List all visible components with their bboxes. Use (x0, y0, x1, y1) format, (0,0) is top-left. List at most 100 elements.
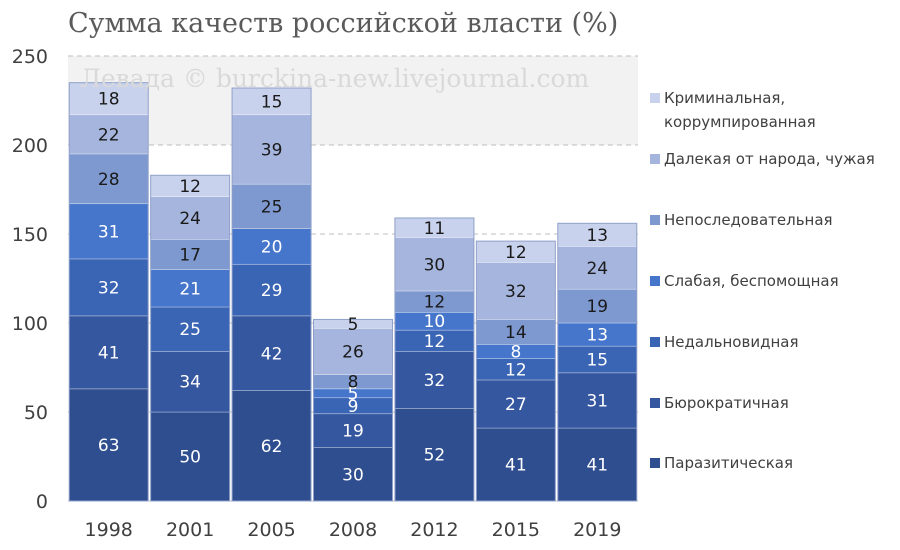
bar-2001 (150, 174, 231, 502)
x-axis-ticks: 1998 2001 2005 2008 2012 2015 2019 (85, 519, 622, 541)
bar-segment (150, 196, 230, 240)
x-tick-label: 1998 (85, 519, 133, 541)
data-label: 25 (261, 197, 283, 217)
plot-area (68, 56, 638, 145)
data-label: 24 (179, 209, 201, 229)
bar-segment (150, 239, 230, 270)
bar-segment (557, 427, 638, 502)
bar-segment (313, 328, 393, 375)
x-tick-label: 2012 (410, 519, 458, 541)
legend-swatch (650, 276, 660, 286)
data-label: 32 (424, 371, 446, 391)
data-label: 50 (179, 448, 201, 468)
bar-outline (394, 217, 475, 502)
data-label: 32 (505, 282, 527, 302)
bars: 63 41 32 31 28 22 18 50 34 25 21 17 24 12 62 42 29 20 25 39… (68, 82, 638, 502)
legend-label: Непоследовательная (664, 211, 833, 229)
data-label: 30 (424, 255, 446, 275)
bar-outline (68, 82, 149, 502)
legend-item: Слабая, беспомощная (650, 272, 839, 290)
legend-item: Недальновидная (650, 333, 798, 351)
legend-label: Слабая, беспомощная (664, 272, 839, 290)
data-label: 19 (586, 297, 608, 317)
data-label: 20 (261, 237, 283, 257)
data-label: 5 (348, 315, 359, 335)
legend-swatch (650, 154, 660, 164)
bar-segment (557, 372, 638, 429)
y-axis-ticks: 0 50 100 150 200 250 (12, 46, 48, 513)
legend-item: Далекая от народа, чужая (650, 150, 875, 168)
watermark: Левада © burckina-new.livejournal.com (80, 64, 590, 93)
x-tick-label: 2001 (166, 519, 214, 541)
data-label: 25 (179, 320, 201, 340)
bar-segment (557, 345, 638, 374)
data-label: 8 (348, 373, 359, 393)
data-label: 19 (342, 422, 364, 442)
bar-outline (150, 174, 231, 502)
legend: Криминальная, коррумпированная Далекая от … (650, 89, 875, 472)
data-label: 39 (261, 140, 283, 160)
data-label: 28 (98, 170, 120, 190)
bar-segment (150, 306, 230, 352)
legend-swatch (650, 458, 660, 468)
data-label: 12 (424, 293, 446, 313)
y-tick-label: 150 (12, 224, 48, 246)
y-tick-label: 200 (12, 135, 48, 157)
data-label: 14 (505, 323, 527, 343)
data-label: 17 (179, 245, 201, 265)
bar-1998 (68, 82, 149, 502)
bar-segment (150, 269, 230, 308)
bar-segment (231, 263, 312, 317)
bar-2008 (313, 318, 393, 502)
legend-label: Паразитическая (664, 454, 793, 472)
data-label: 12 (505, 243, 527, 263)
bar-outline (313, 318, 393, 502)
bar-2019 (557, 222, 638, 502)
bar-segment (150, 411, 230, 502)
data-label: 13 (586, 326, 608, 346)
x-tick-label: 2019 (573, 519, 621, 541)
data-label: 10 (424, 312, 446, 332)
x-tick-label: 2008 (329, 519, 377, 541)
bar-segment (231, 87, 312, 116)
legend-swatch (650, 93, 660, 103)
data-label: 21 (179, 279, 201, 299)
bar-segment (313, 413, 393, 448)
bar-2015 (475, 240, 556, 502)
legend-item: Непоследовательная (650, 211, 833, 229)
x-tick-label: 2015 (492, 519, 540, 541)
data-label: 29 (261, 281, 283, 301)
legend-swatch (650, 215, 660, 225)
data-label: 12 (424, 332, 446, 352)
data-label: 52 (424, 446, 446, 466)
legend-label: Криминальная, коррумпированная (664, 89, 816, 131)
bar-outline (475, 240, 556, 502)
data-label: 41 (586, 456, 608, 476)
data-label: 9 (348, 397, 359, 417)
bar-2005 (231, 87, 312, 502)
bar-segment (68, 388, 149, 502)
data-label: 42 (261, 344, 283, 364)
legend-label: Бюрократичная (664, 394, 789, 412)
legend-item: Бюрократичная (650, 394, 789, 412)
legend-item: Паразитическая (650, 454, 793, 472)
data-label: 34 (179, 373, 201, 393)
legend-label: Недальновидная (664, 333, 798, 351)
bar-2012 (394, 217, 475, 502)
y-tick-label: 0 (36, 491, 48, 513)
x-tick-label: 2005 (247, 519, 295, 541)
data-label: 11 (424, 219, 446, 239)
data-label: 62 (261, 437, 283, 457)
bar-segment (68, 82, 149, 116)
data-label: 5 (348, 384, 359, 404)
bar-outline (231, 87, 312, 502)
y-tick-label: 250 (12, 46, 48, 68)
legend-swatch (650, 337, 660, 347)
data-label: 15 (586, 350, 608, 370)
plot-background-band (68, 56, 638, 145)
legend-label: Далекая от народа, чужая (664, 150, 875, 168)
data-label: 30 (342, 465, 364, 485)
data-label: 26 (342, 342, 364, 362)
data-label: 32 (98, 278, 120, 298)
